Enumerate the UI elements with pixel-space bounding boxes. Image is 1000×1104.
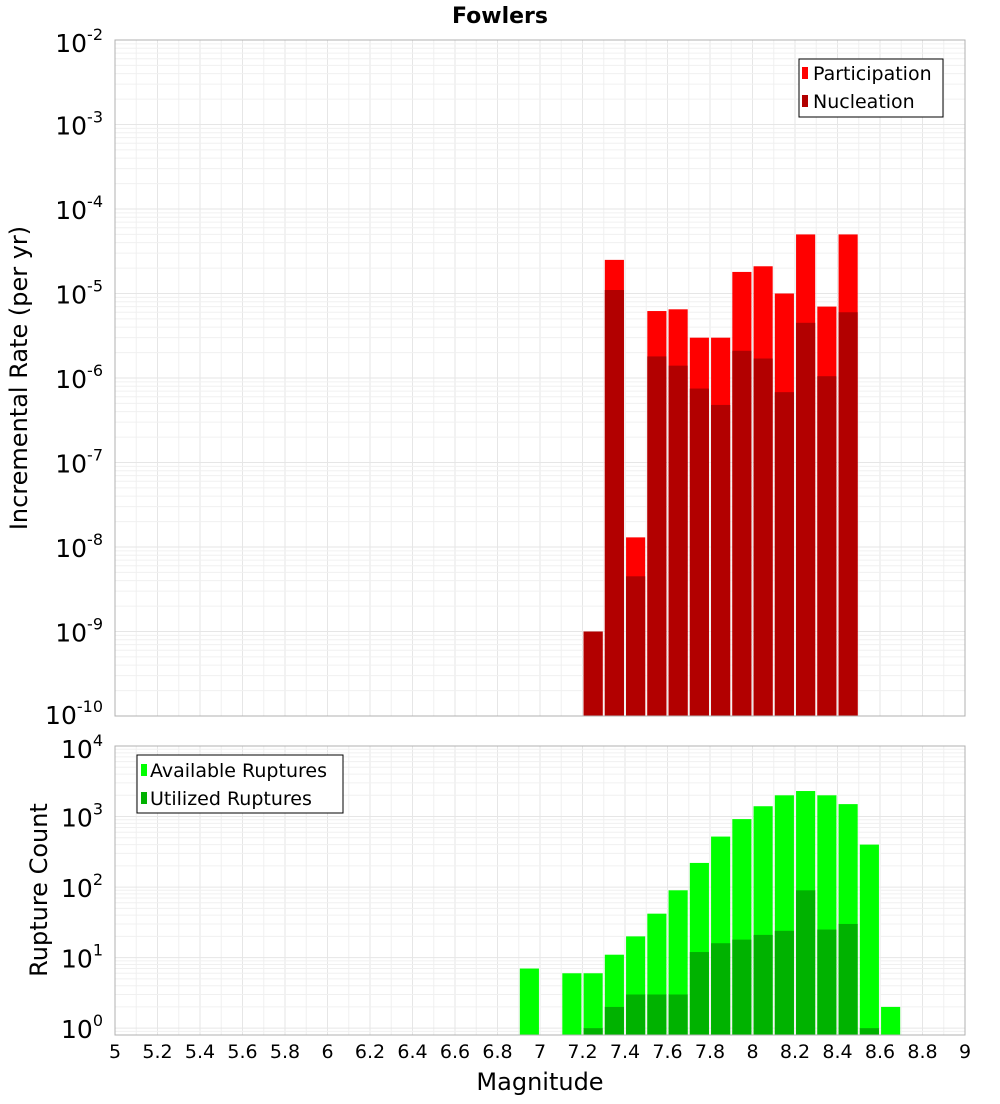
utilized-ruptures-bar <box>859 1028 879 1035</box>
nucleation-bar <box>796 322 816 716</box>
y-tick-label: 10-3 <box>55 108 103 141</box>
top-y-tick-labels: 10-10 10-9 10-8 10-7 10-6 10-5 10-4 10-3 10-2 <box>45 25 103 730</box>
x-axis-label: Magnitude <box>476 1068 603 1096</box>
nucleation-bars <box>583 290 858 716</box>
utilized-ruptures-bar <box>774 930 794 1035</box>
x-tick-label: 7.6 <box>652 1041 682 1063</box>
legend-swatch-nucleation <box>802 95 808 107</box>
legend-label-participation: Participation <box>813 63 932 85</box>
x-tick-label: 6.4 <box>397 1041 427 1063</box>
x-tick-label: 5.2 <box>142 1041 172 1063</box>
legend-label-utilized: Utilized Ruptures <box>150 788 312 810</box>
y-tick-label: 100 <box>61 1011 103 1044</box>
bottom-plot-frame <box>114 745 966 1036</box>
utilized-ruptures-bar <box>604 1006 624 1035</box>
bottom-legend: Available Ruptures Utilized Ruptures <box>136 754 344 814</box>
x-tick-label: 5.4 <box>185 1041 215 1063</box>
nucleation-bar <box>583 631 603 716</box>
x-tick-label: 6.2 <box>355 1041 385 1063</box>
utilized-ruptures-bar <box>817 929 837 1035</box>
available-ruptures-bar <box>519 968 539 1035</box>
available-ruptures-bar <box>583 973 603 1035</box>
top-plot-grid <box>114 39 966 717</box>
available-ruptures-bar <box>562 973 582 1035</box>
y-tick-label: 10-8 <box>55 530 103 563</box>
y-tick-label: 10-9 <box>55 615 103 648</box>
legend-swatch-participation <box>802 67 808 79</box>
x-tick-labels: 5 5.2 5.4 5.6 5.8 6 6.2 6.4 6.6 6.8 7 7.2 7.4 7.6 7.8 8… <box>109 1041 971 1063</box>
utilized-ruptures-bar <box>711 943 731 1035</box>
y-tick-label: 10-6 <box>55 361 103 394</box>
legend-swatch-available <box>141 764 147 776</box>
x-tick-label: 8.8 <box>907 1041 937 1063</box>
x-tick-label: 8.6 <box>865 1041 895 1063</box>
x-tick-label: 5 <box>109 1041 121 1063</box>
utilized-ruptures-bar <box>647 994 667 1035</box>
utilized-ruptures-bars <box>583 890 879 1035</box>
x-tick-label: 8.2 <box>780 1041 810 1063</box>
x-tick-label: 7 <box>534 1041 546 1063</box>
y-tick-label: 103 <box>61 800 103 833</box>
nucleation-bar <box>626 576 646 716</box>
utilized-ruptures-bar <box>838 923 858 1035</box>
top-plot-frame <box>114 39 966 717</box>
top-legend-box <box>798 58 944 118</box>
utilized-ruptures-bar <box>689 952 709 1035</box>
available-ruptures-bar <box>881 1006 901 1035</box>
nucleation-bar <box>689 388 709 716</box>
utilized-ruptures-bar <box>583 1028 603 1035</box>
utilized-ruptures-bar <box>796 890 816 1035</box>
chart-title: Fowlers <box>452 4 548 29</box>
y-tick-label: 10-2 <box>55 25 103 58</box>
nucleation-bar <box>647 356 667 716</box>
top-y-axis-label: Incremental Rate (per yr) <box>5 226 33 530</box>
utilized-ruptures-bar <box>668 994 688 1035</box>
nucleation-bar <box>838 312 858 716</box>
legend-label-available: Available Ruptures <box>150 760 327 782</box>
x-tick-label: 6 <box>321 1041 333 1063</box>
nucleation-bar <box>732 350 752 716</box>
y-tick-label: 102 <box>61 870 103 903</box>
nucleation-bar <box>774 392 794 716</box>
x-tick-label: 9 <box>959 1041 971 1063</box>
x-tick-label: 8.4 <box>822 1041 852 1063</box>
bottom-y-tick-labels: 100 101 102 103 104 <box>61 731 103 1044</box>
utilized-ruptures-bar <box>753 934 773 1035</box>
available-ruptures-bar <box>859 844 879 1035</box>
y-tick-label: 10-7 <box>55 446 103 479</box>
bottom-legend-box <box>136 754 344 814</box>
y-tick-label: 101 <box>61 941 103 974</box>
x-tick-label: 5.6 <box>227 1041 257 1063</box>
legend-swatch-utilized <box>141 792 147 804</box>
y-tick-label: 10-10 <box>45 697 103 730</box>
nucleation-bar <box>668 365 688 716</box>
top-legend: Participation Nucleation <box>798 58 944 118</box>
x-tick-label: 6.6 <box>440 1041 470 1063</box>
x-tick-label: 5.8 <box>270 1041 300 1063</box>
legend-label-nucleation: Nucleation <box>813 91 915 113</box>
y-tick-label: 10-4 <box>55 192 103 225</box>
nucleation-bar <box>753 358 773 716</box>
x-tick-label: 8 <box>746 1041 758 1063</box>
nucleation-bar <box>817 376 837 716</box>
y-tick-label: 104 <box>61 731 103 764</box>
bottom-y-axis-label: Rupture Count <box>25 803 53 977</box>
utilized-ruptures-bar <box>732 939 752 1035</box>
x-tick-label: 7.2 <box>567 1041 597 1063</box>
x-tick-label: 7.8 <box>695 1041 725 1063</box>
nucleation-bar <box>711 404 731 716</box>
y-tick-label: 10-5 <box>55 277 103 310</box>
utilized-ruptures-bar <box>626 994 646 1035</box>
x-tick-label: 6.8 <box>482 1041 512 1063</box>
nucleation-bar <box>604 290 624 716</box>
x-tick-label: 7.4 <box>610 1041 640 1063</box>
